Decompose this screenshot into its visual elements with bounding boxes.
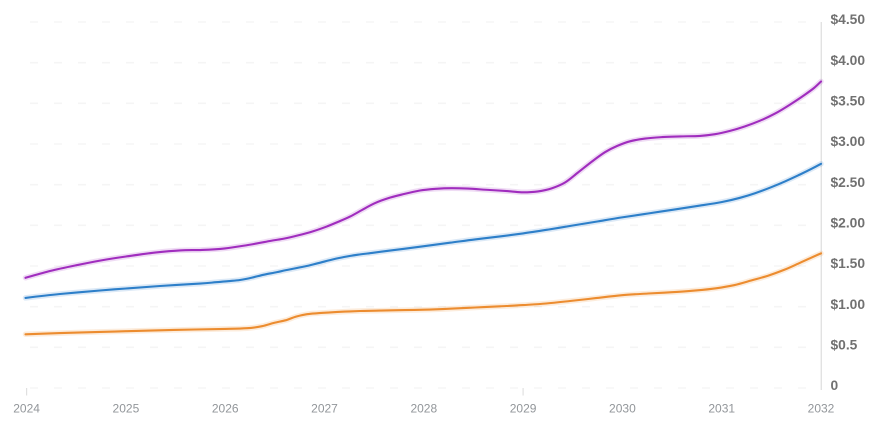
svg-text:2029: 2029	[510, 402, 537, 416]
svg-text:2031: 2031	[708, 402, 735, 416]
svg-text:$3.50: $3.50	[831, 93, 866, 108]
svg-text:$0.5: $0.5	[831, 337, 858, 352]
svg-text:2028: 2028	[410, 402, 437, 416]
svg-text:2027: 2027	[311, 402, 338, 416]
svg-text:2024: 2024	[13, 402, 40, 416]
svg-text:$3.00: $3.00	[831, 134, 866, 149]
svg-text:$2.50: $2.50	[831, 175, 866, 190]
svg-text:$1.50: $1.50	[831, 256, 866, 271]
svg-text:$4.50: $4.50	[831, 12, 866, 27]
svg-text:2025: 2025	[113, 402, 140, 416]
svg-text:2032: 2032	[808, 402, 835, 416]
svg-text:2026: 2026	[212, 402, 239, 416]
svg-text:2030: 2030	[609, 402, 636, 416]
svg-text:0: 0	[831, 378, 839, 393]
svg-text:$4.00: $4.00	[831, 53, 866, 68]
svg-text:$1.00: $1.00	[831, 297, 866, 312]
svg-text:$2.00: $2.00	[831, 215, 866, 230]
